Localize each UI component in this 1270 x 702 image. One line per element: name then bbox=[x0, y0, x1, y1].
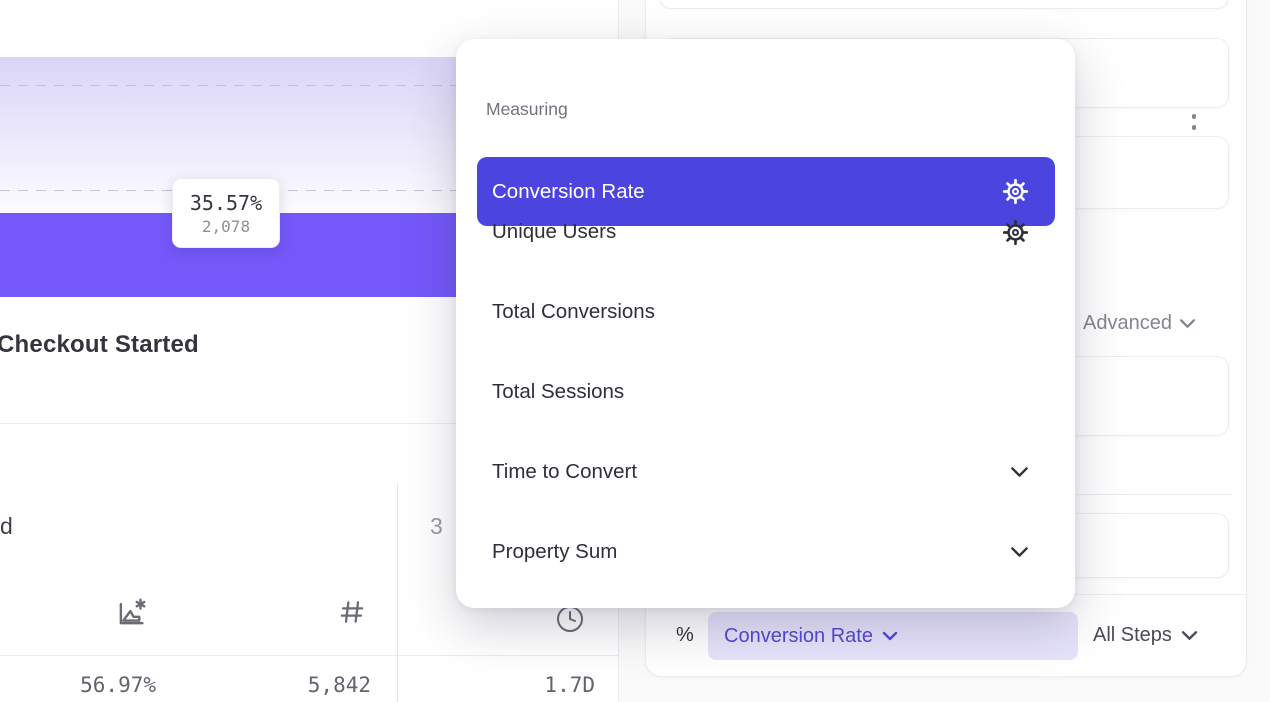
table-header-step2-fragment: d bbox=[0, 513, 13, 539]
menu-item-label: Conversion Rate bbox=[492, 179, 645, 203]
menu-item-label: Unique Users bbox=[492, 220, 617, 243]
conversion-rate-icon bbox=[112, 594, 150, 632]
metric-time-to-convert: 1.7D bbox=[544, 673, 595, 697]
menu-item-total-sessions[interactable]: Total Sessions bbox=[477, 368, 1055, 416]
measure-chip[interactable]: Conversion Rate bbox=[708, 612, 1078, 660]
menu-item-property-sum[interactable]: Property Sum bbox=[477, 528, 1055, 576]
chevron-down-icon bbox=[1010, 466, 1029, 478]
chevron-down-icon bbox=[1179, 318, 1196, 329]
chevron-down-icon bbox=[882, 631, 898, 641]
table-header-step3-fragment: 3 bbox=[430, 513, 443, 539]
menu-item-label: Property Sum bbox=[492, 540, 618, 563]
gear-icon[interactable] bbox=[1002, 219, 1029, 246]
menu-item-time-to-convert[interactable]: Time to Convert bbox=[477, 448, 1055, 496]
measuring-dropdown: Measuring Conversion Rate Unique Users bbox=[456, 39, 1075, 608]
percent-symbol: % bbox=[676, 624, 694, 646]
metric-count: 5,842 bbox=[307, 673, 371, 697]
step-label: Checkout Started bbox=[0, 331, 199, 358]
dropdown-title: Measuring bbox=[486, 99, 568, 119]
advanced-dropdown[interactable]: Advanced bbox=[1083, 312, 1196, 335]
menu-item-conversion-rate[interactable]: Conversion Rate bbox=[477, 157, 1055, 226]
bar-tooltip: 35.57% 2,078 bbox=[172, 178, 280, 248]
menu-item-unique-users[interactable]: Unique Users bbox=[477, 208, 1055, 256]
steps-selector[interactable]: All Steps bbox=[1093, 624, 1198, 647]
measure-chip-label: Conversion Rate bbox=[724, 624, 873, 647]
advanced-label: Advanced bbox=[1083, 312, 1172, 334]
number-icon bbox=[334, 594, 370, 630]
tooltip-rate: 35.57% bbox=[189, 190, 263, 215]
gridline-dashed-top bbox=[0, 85, 619, 86]
table-column-divider bbox=[397, 483, 398, 702]
gear-icon[interactable] bbox=[1002, 178, 1029, 205]
chevron-down-icon bbox=[1181, 630, 1198, 641]
menu-item-label: Total Sessions bbox=[492, 380, 625, 403]
menu-item-label: Time to Convert bbox=[492, 460, 638, 483]
query-step-card-top[interactable] bbox=[659, 0, 1229, 9]
menu-item-total-conversions[interactable]: Total Conversions bbox=[477, 288, 1055, 336]
section-divider bbox=[0, 423, 619, 424]
chevron-down-icon bbox=[1010, 546, 1029, 558]
table-row-divider bbox=[0, 655, 619, 656]
steps-selector-label: All Steps bbox=[1093, 624, 1172, 646]
menu-item-label: Total Conversions bbox=[492, 300, 655, 323]
metric-conversion-rate: 56.97% bbox=[80, 673, 156, 697]
gridline-dashed-bottom bbox=[0, 190, 619, 191]
tooltip-count: 2,078 bbox=[201, 216, 251, 236]
